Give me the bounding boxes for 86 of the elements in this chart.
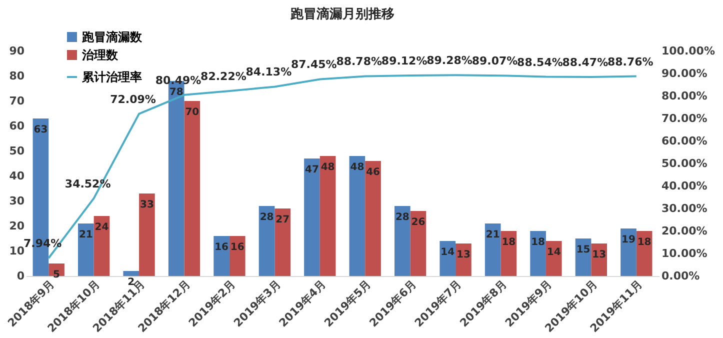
- bar: [304, 158, 320, 276]
- chart-title: 跑冒滴漏月别推移: [290, 6, 394, 22]
- y2-tick-label: 40.00%: [662, 180, 708, 192]
- data-label: 24: [94, 222, 109, 233]
- data-label: 21: [486, 230, 500, 240]
- data-label: 13: [456, 250, 470, 260]
- y-tick-label: 50: [9, 144, 25, 158]
- y-tick-label: 80: [9, 70, 25, 82]
- data-label: 18: [637, 237, 652, 248]
- bar: [394, 206, 410, 276]
- data-label: 89.28%: [426, 54, 472, 68]
- bar: [456, 244, 472, 276]
- bar: [123, 271, 140, 276]
- bar: [274, 208, 291, 276]
- data-label: 63: [34, 124, 48, 136]
- data-label: 13: [592, 250, 606, 260]
- y-tick-label: 20: [9, 220, 25, 232]
- y2-tick-label: 60.00%: [662, 134, 708, 148]
- y-tick-label: 0: [16, 270, 25, 282]
- legend-label: 治理数: [81, 48, 119, 62]
- bar: [410, 211, 426, 276]
- data-label: 88.47%: [562, 56, 608, 69]
- y2-tick-label: 50.00%: [662, 157, 708, 170]
- data-label: 88.54%: [517, 56, 563, 69]
- data-label: 16: [230, 242, 244, 253]
- y2-tick-label: 90.00%: [662, 67, 708, 80]
- y2-tick-label: 20.00%: [662, 224, 708, 238]
- data-label: 72.09%: [110, 92, 156, 106]
- data-label: 48: [350, 162, 364, 173]
- data-label: 88.78%: [336, 55, 382, 68]
- y2-tick-label: 10.00%: [662, 247, 708, 260]
- y-tick-label: 90: [9, 44, 25, 58]
- bar: [365, 161, 381, 276]
- y-tick-label: 10: [9, 244, 25, 258]
- bar: [139, 194, 155, 276]
- y2-tick-label: 0.00%: [662, 270, 700, 282]
- bar: [349, 156, 366, 276]
- data-label: 47: [305, 164, 319, 176]
- data-label: 16: [214, 242, 229, 253]
- bar: [484, 224, 501, 276]
- y2-tick-label: 70.00%: [662, 112, 708, 125]
- legend-label: 累计治理率: [81, 70, 142, 84]
- y-tick-label: 40: [9, 170, 25, 182]
- y-tick-label: 30: [9, 194, 25, 208]
- bar: [214, 236, 230, 276]
- data-label: 78: [169, 87, 184, 98]
- data-label: 15: [576, 244, 590, 256]
- bar: [620, 228, 636, 276]
- bar: [320, 156, 336, 276]
- data-label: 18: [531, 237, 546, 248]
- data-label: 46: [366, 167, 380, 178]
- bar: [530, 231, 546, 276]
- data-label: 89.12%: [381, 54, 428, 68]
- data-label: 80.49%: [155, 74, 202, 87]
- data-label: 48: [320, 162, 335, 173]
- data-label: 84.13%: [246, 66, 292, 79]
- data-label: 28: [395, 212, 410, 223]
- data-label: 88.76%: [607, 55, 654, 68]
- data-label: 14: [546, 247, 561, 258]
- bar: [591, 244, 608, 276]
- data-label: 14: [440, 247, 455, 258]
- data-label: 27: [276, 214, 290, 226]
- bar: [94, 216, 110, 276]
- data-label: 19: [622, 234, 636, 246]
- bar: [229, 236, 246, 276]
- y2-tick-label: 100.00%: [662, 44, 715, 58]
- data-label: 70: [185, 107, 200, 118]
- data-label: 87.45%: [290, 58, 337, 72]
- data-label: 28: [260, 212, 274, 223]
- legend-label: 跑冒滴漏数: [81, 30, 143, 44]
- bar: [546, 241, 562, 276]
- data-label: 26: [411, 217, 426, 228]
- data-label: 33: [140, 200, 154, 210]
- bar: [184, 101, 200, 276]
- data-label: 89.07%: [472, 54, 518, 68]
- bar: [440, 241, 456, 276]
- y-tick-label: 60: [9, 120, 25, 132]
- data-label: 18: [502, 237, 516, 248]
- bar: [78, 224, 94, 276]
- y2-tick-label: 30.00%: [662, 202, 708, 215]
- y-tick-label: 70: [9, 94, 25, 108]
- data-label: 2: [128, 277, 135, 288]
- bar: [258, 206, 275, 276]
- data-label: 82.22%: [200, 70, 246, 84]
- data-label: 21: [78, 230, 93, 240]
- y2-tick-label: 80.00%: [662, 90, 708, 102]
